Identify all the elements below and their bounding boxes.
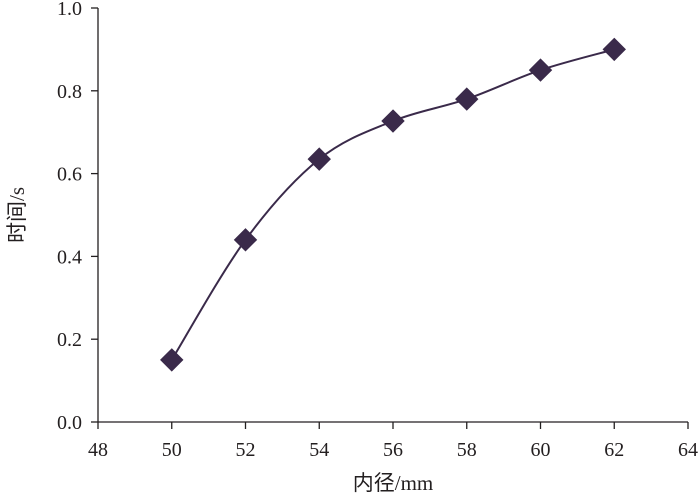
data-point-marker — [307, 147, 331, 171]
ticks: 48 50 52 54 56 58 60 62 64 0.0 0.2 0.4 0.6 0.8 1.0 — [57, 0, 698, 461]
x-tick-label: 52 — [236, 439, 256, 461]
y-tick-label: 1.0 — [57, 0, 82, 20]
series — [170, 48, 615, 361]
x-tick-label: 60 — [531, 439, 551, 461]
y-tick-label: 0.8 — [57, 81, 82, 103]
data-point-marker — [528, 58, 553, 82]
x-tick-label: 50 — [162, 439, 182, 461]
series-line — [170, 48, 615, 361]
data-point-marker — [233, 228, 258, 252]
data-point-marker — [160, 348, 184, 372]
data-point-marker — [602, 37, 626, 62]
data-point-marker — [381, 109, 405, 133]
data-point-marker — [455, 87, 479, 111]
x-axis-title: 内径/mm — [353, 471, 434, 495]
axes — [97, 8, 688, 423]
y-tick-label: 0.4 — [57, 246, 82, 268]
x-tick-label: 48 — [88, 439, 108, 461]
y-tick-label: 0.2 — [57, 329, 82, 351]
y-tick-label: 0.6 — [57, 164, 82, 186]
x-tick-label: 54 — [309, 439, 329, 461]
y-axis-title: 时间/s — [5, 187, 29, 243]
x-tick-label: 56 — [383, 439, 403, 461]
x-tick-label: 62 — [604, 439, 624, 461]
x-tick-label: 64 — [678, 439, 698, 461]
y-tick-label: 0.0 — [57, 412, 82, 434]
markers — [160, 37, 626, 372]
x-tick-label: 58 — [457, 439, 477, 461]
